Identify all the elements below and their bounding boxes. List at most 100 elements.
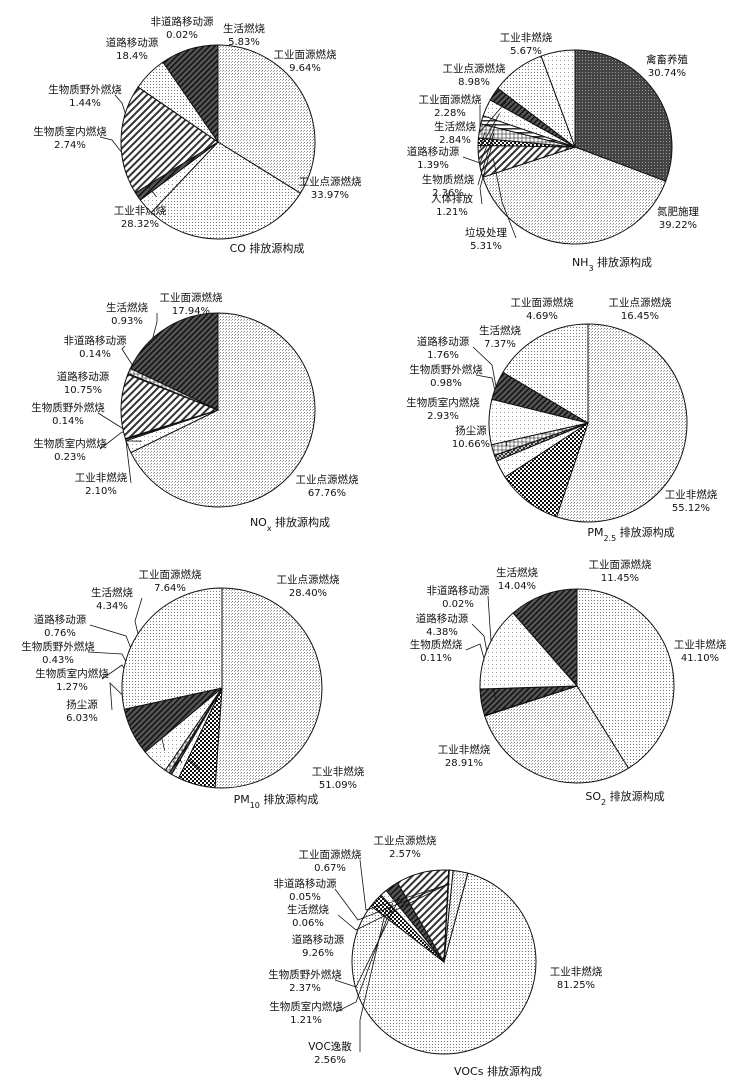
- pie-slice: [512, 588, 578, 688]
- slice-value-label: 10.75%: [64, 385, 102, 396]
- slice-label: 生物质室内燃烧: [35, 667, 109, 680]
- slice-label: 工业面源燃烧: [419, 93, 482, 106]
- pie-slice: [484, 685, 630, 784]
- pie-slice: [443, 869, 469, 963]
- slice-value-label: 2.84%: [439, 135, 471, 146]
- slice-value-label: 7.37%: [484, 339, 516, 350]
- slice-label: 禽畜养殖: [646, 53, 688, 66]
- slice-value-label: 28.40%: [289, 588, 327, 599]
- slice-label: 道路移动源: [407, 145, 460, 158]
- slice-label: 工业非燃烧: [665, 488, 718, 501]
- slice-value-label: 10.66%: [452, 439, 490, 450]
- chart-caption: NH3 排放源构成: [572, 255, 652, 273]
- pie-slice: [120, 86, 219, 194]
- slice-value-label: 0.76%: [44, 628, 76, 639]
- pie-slice: [217, 44, 316, 194]
- slice-value-label: 4.69%: [526, 311, 558, 322]
- slice-value-label: 1.76%: [427, 350, 459, 361]
- slice-value-label: 1.27%: [56, 682, 88, 693]
- slice-label: 工业面源燃烧: [160, 291, 223, 304]
- slice-label: 生物质野外燃烧: [31, 401, 105, 414]
- pie-chart: 工业点源燃烧 33.97% 工业非燃烧 28.32% 生物质室内燃烧 2.74% 生物质野外…: [33, 15, 362, 255]
- leader-line: [359, 859, 451, 911]
- slice-value-label: 81.25%: [557, 980, 595, 991]
- slice-value-label: 0.02%: [442, 599, 474, 610]
- slice-value-label: 30.74%: [648, 68, 686, 79]
- slice-label: 生物质室内燃烧: [33, 125, 107, 138]
- slice-value-label: 1.21%: [290, 1015, 322, 1026]
- pie-chart: 工业点源燃烧 67.76% 工业非燃烧 2.10% 生物质室内燃烧 0.23% 生物质野外燃…: [31, 291, 359, 533]
- slice-value-label: 14.04%: [498, 581, 536, 592]
- slice-label: 生活燃烧: [106, 301, 148, 314]
- pie-chart: 禽畜养殖 30.74% 氮肥施理 39.22% 垃圾处理 5.31% 人体排放 1.21% 生物…: [407, 31, 700, 273]
- slice-label: 生物质野外燃烧: [21, 640, 95, 653]
- slice-label: 生物质野外燃烧: [409, 363, 483, 376]
- slice-value-label: 2.36%: [432, 188, 464, 199]
- slice-label: 道路移动源: [57, 370, 110, 383]
- slice-value-label: 4.34%: [96, 601, 128, 612]
- slice-value-label: 2.93%: [427, 411, 459, 422]
- slice-value-label: 0.98%: [430, 378, 462, 389]
- leader-line: [359, 909, 387, 1052]
- leader-line: [334, 883, 449, 921]
- slice-value-label: 0.14%: [52, 416, 84, 427]
- slice-label: 工业点源燃烧: [277, 573, 340, 586]
- slice-value-label: 17.94%: [172, 306, 210, 317]
- pie-slice: [540, 49, 576, 148]
- pie-slice: [351, 872, 537, 1055]
- slice-label: 工业面源燃烧: [589, 558, 652, 571]
- slice-value-label: 0.11%: [420, 653, 452, 664]
- chart-caption: PM2.5 排放源构成: [587, 525, 674, 543]
- slice-value-label: 11.45%: [601, 573, 639, 584]
- slice-value-label: 0.02%: [166, 30, 198, 41]
- slice-value-label: 9.26%: [302, 948, 334, 959]
- slice-label: 生物质室内燃烧: [406, 396, 480, 409]
- chart-caption: VOCs 排放源构成: [454, 1064, 542, 1078]
- slice-value-label: 4.38%: [426, 627, 458, 638]
- slice-label: 扬尘源: [66, 698, 98, 711]
- slice-label: 生物质燃烧: [410, 638, 463, 651]
- slice-label: 道路移动源: [106, 36, 159, 49]
- slice-value-label: 0.67%: [314, 863, 346, 874]
- slice-value-label: 2.10%: [85, 486, 117, 497]
- pie-slice: [479, 612, 579, 690]
- charts-layer: 工业点源燃烧 33.97% 工业非燃烧 28.32% 生物质室内燃烧 2.74% 生物质野外…: [21, 15, 726, 1078]
- slice-value-label: 51.09%: [319, 780, 357, 791]
- slice-label: 生活燃烧: [287, 903, 329, 916]
- pie-slice: [214, 587, 323, 789]
- slice-label: 道路移动源: [417, 335, 470, 348]
- slice-label: 工业点源燃烧: [443, 62, 506, 75]
- slice-label: 工业非燃烧: [438, 743, 491, 756]
- slice-value-label: 0.93%: [111, 316, 143, 327]
- slice-value-label: 67.76%: [308, 488, 346, 499]
- slice-label: 工业非燃烧: [75, 471, 128, 484]
- slice-value-label: 39.22%: [659, 220, 697, 231]
- slice-value-label: 1.44%: [69, 98, 101, 109]
- slice-value-label: 0.14%: [79, 349, 111, 360]
- slice-value-label: 0.05%: [289, 892, 321, 903]
- slice-value-label: 5.83%: [228, 37, 260, 48]
- pie-slice: [555, 323, 688, 523]
- slice-label: 道路移动源: [34, 613, 87, 626]
- slice-label: 扬尘源: [455, 424, 487, 437]
- slice-label: 生物质野外燃烧: [48, 83, 122, 96]
- slice-value-label: 16.45%: [621, 311, 659, 322]
- chart-caption: PM10 排放源构成: [234, 792, 319, 810]
- slice-value-label: 0.23%: [54, 452, 86, 463]
- slice-label: 垃圾处理: [465, 226, 507, 239]
- slice-label: 生物质燃烧: [422, 173, 475, 186]
- slice-label: 工业非燃烧: [674, 638, 727, 651]
- leader-line: [479, 101, 507, 134]
- slice-value-label: 0.43%: [42, 655, 74, 666]
- slice-value-label: 5.31%: [470, 241, 502, 252]
- pie-slice: [482, 146, 667, 245]
- slice-value-label: 2.37%: [289, 983, 321, 994]
- slice-label: 道路移动源: [416, 612, 469, 625]
- leader-line: [337, 883, 449, 931]
- slice-label: 工业面源燃烧: [511, 296, 574, 309]
- slice-value-label: 1.39%: [417, 160, 449, 171]
- slice-label: 非道路移动源: [151, 15, 214, 28]
- slice-value-label: 41.10%: [681, 653, 719, 664]
- pie-slice: [576, 588, 675, 769]
